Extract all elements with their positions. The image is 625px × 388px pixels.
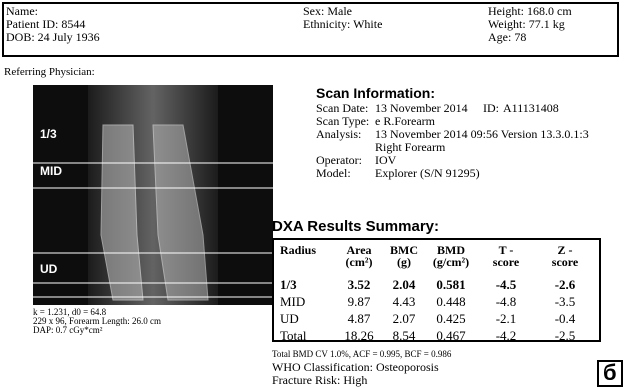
table-cell: -2.5 bbox=[555, 329, 576, 342]
roi-label: 1/3 bbox=[40, 128, 57, 141]
scan-label: Model: bbox=[316, 167, 351, 180]
referring-physician: Referring Physician: bbox=[4, 66, 95, 79]
age: Age: 78 bbox=[488, 31, 526, 44]
table-cell: -0.4 bbox=[555, 312, 576, 325]
table-cell: 0.425 bbox=[436, 312, 465, 325]
table-cell: -3.5 bbox=[555, 295, 576, 308]
table-cell: 4.87 bbox=[348, 312, 371, 325]
badge: б bbox=[603, 360, 617, 386]
scan-value: A11131408 bbox=[503, 102, 559, 115]
table-cell: 18.26 bbox=[344, 329, 373, 342]
dob: DOB: 24 July 1936 bbox=[6, 31, 100, 44]
table-cell: 0.467 bbox=[436, 329, 465, 342]
table-cell: 8.54 bbox=[393, 329, 416, 342]
scan-info-title: Scan Information: bbox=[316, 85, 435, 101]
results-title: DXA Results Summary: bbox=[272, 218, 439, 235]
fracture-risk: Fracture Risk: High bbox=[272, 374, 367, 387]
cv-note: Total BMD CV 1.0%, ACF = 0.995, BCF = 0.… bbox=[272, 350, 451, 359]
table-cell: -2.1 bbox=[496, 312, 517, 325]
roi-label: UD bbox=[40, 263, 57, 276]
scan-label: Analysis: bbox=[316, 128, 361, 141]
page: {"header":{"name":"Name:","patient_id":"… bbox=[0, 0, 625, 388]
table-cell: 0.581 bbox=[436, 278, 465, 291]
table-cell: UD bbox=[280, 312, 299, 325]
table-cell: 1/3 bbox=[280, 278, 297, 291]
scan-value: Explorer (S/N 91295) bbox=[375, 167, 480, 180]
table-cell: -4.8 bbox=[496, 295, 517, 308]
scan-label: ID: bbox=[483, 102, 499, 115]
column-header: (g) bbox=[397, 256, 411, 268]
table-cell: MID bbox=[280, 295, 305, 308]
table-cell: 3.52 bbox=[348, 278, 371, 291]
ethnicity: Ethnicity: White bbox=[303, 18, 382, 31]
table-cell: Total bbox=[280, 329, 307, 342]
table-cell: -2.6 bbox=[555, 278, 576, 291]
scan-image bbox=[33, 85, 273, 305]
column-header: Radius bbox=[280, 244, 316, 256]
table-cell: -4.2 bbox=[496, 329, 517, 342]
table-cell: 0.448 bbox=[436, 295, 465, 308]
column-header: (g/cm²) bbox=[433, 256, 469, 268]
column-header: score bbox=[493, 256, 519, 268]
column-header: (cm²) bbox=[346, 256, 373, 268]
table-cell: 9.87 bbox=[348, 295, 371, 308]
table-cell: 2.07 bbox=[393, 312, 416, 325]
table-cell: -4.5 bbox=[496, 278, 517, 291]
table-cell: 2.04 bbox=[393, 278, 416, 291]
roi-label: MID bbox=[40, 165, 62, 178]
table-cell: 4.43 bbox=[393, 295, 416, 308]
image-note: DAP: 0.7 cGy*cm² bbox=[33, 326, 102, 335]
column-header: score bbox=[552, 256, 578, 268]
